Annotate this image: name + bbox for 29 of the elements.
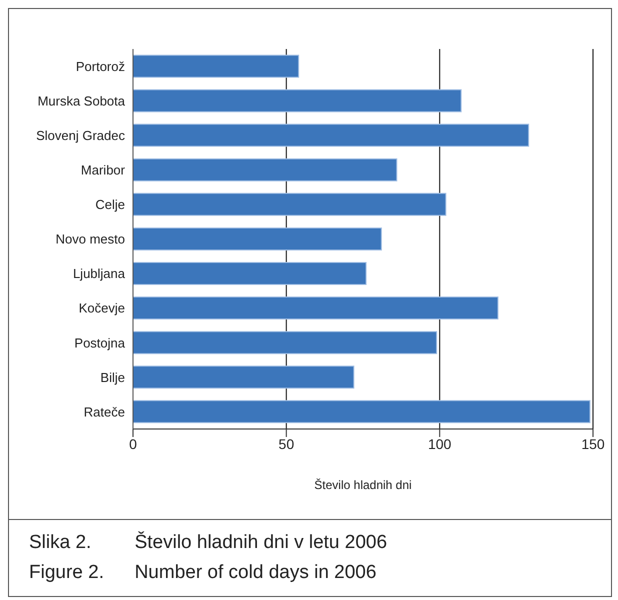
bar bbox=[133, 124, 530, 147]
caption: Figure 2. Number of cold days in 2006 bbox=[29, 561, 378, 585]
text: Slika 2. Število hladnih dni v letu 2006 bbox=[29, 530, 388, 555]
y-tick-label: Postojna bbox=[74, 335, 126, 350]
bar bbox=[133, 158, 398, 182]
x-tick-label: 100 bbox=[428, 436, 452, 452]
bar bbox=[133, 227, 382, 250]
y-tick-label: Portorož bbox=[76, 58, 125, 74]
bar bbox=[133, 89, 462, 112]
bar bbox=[133, 366, 354, 389]
bar bbox=[133, 54, 300, 78]
y-tick-label: Novo mesto bbox=[56, 232, 125, 247]
bar bbox=[133, 400, 590, 424]
y-tick-label: Celje bbox=[95, 197, 125, 212]
bar bbox=[133, 192, 446, 216]
bar bbox=[133, 296, 498, 320]
y-tick-label: Rateče bbox=[84, 404, 125, 420]
x-tick-label: 0 bbox=[129, 436, 138, 452]
y-tick-label: Murska Sobota bbox=[38, 93, 126, 108]
y-tick-label: Maribor bbox=[80, 162, 126, 178]
y-tick-label: Bilje bbox=[100, 370, 125, 385]
y-tick-label: Kočevje bbox=[78, 300, 125, 316]
y-tick-label: Slovenj Gradec bbox=[36, 128, 126, 143]
y-tick-label: Ljubljana bbox=[72, 266, 126, 282]
x-tick-label: 150 bbox=[581, 436, 605, 452]
bar bbox=[133, 262, 367, 285]
bar bbox=[133, 331, 438, 354]
x-axis-title: Število hladnih dni bbox=[314, 478, 412, 492]
x-tick-label: 50 bbox=[278, 436, 294, 452]
